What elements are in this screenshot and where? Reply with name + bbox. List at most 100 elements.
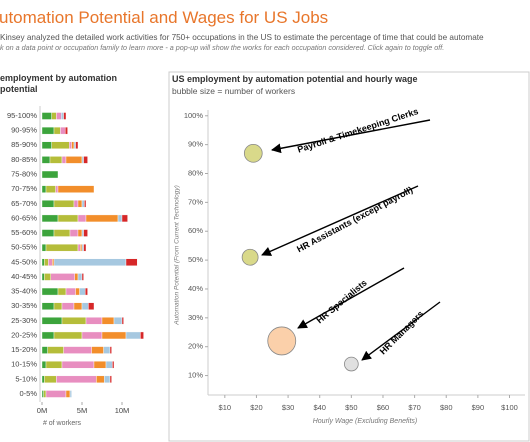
- bubble: [267, 326, 297, 356]
- bar-segment: [81, 200, 85, 208]
- bar-chart-title: employment by automation potential: [0, 73, 118, 94]
- y-tick-label: 10%: [188, 371, 203, 380]
- bar-segment: [41, 243, 47, 252]
- bar-segment: [63, 112, 67, 120]
- bar-segment: [57, 287, 67, 296]
- x-tick-label: $20: [250, 403, 263, 412]
- bar-segment: [109, 375, 112, 384]
- bar-segment: [55, 185, 59, 193]
- bubble-chart-subtitle: bubble size = number of workers: [172, 86, 296, 96]
- page-subtitle: Kinsey analyzed the detailed work activi…: [0, 33, 484, 42]
- bar-segment: [77, 273, 83, 281]
- bar-segment: [125, 331, 141, 340]
- y-tick-label: 90%: [188, 140, 203, 149]
- bar-segment: [48, 258, 53, 266]
- bar-segment: [81, 273, 84, 281]
- y-tick-label: 10-15%: [11, 360, 37, 369]
- bar-segment: [104, 375, 111, 384]
- y-tick-label: 40-45%: [11, 272, 37, 281]
- x-tick-label: $100: [501, 403, 518, 412]
- y-tick-label: 70%: [188, 197, 203, 206]
- bar-segment: [41, 229, 55, 237]
- annotation-label: HR Managers: [378, 309, 426, 357]
- bar-segment: [61, 302, 75, 310]
- y-tick-label: 55-60%: [11, 228, 37, 237]
- bubble: [344, 356, 359, 372]
- bar-segment: [45, 390, 67, 398]
- y-tick-label: 70-75%: [11, 184, 37, 193]
- x-axis-label: # of workers: [43, 420, 82, 427]
- bar-segment: [65, 390, 71, 398]
- bubble-chart-title: US employment by automation potential an…: [172, 74, 418, 84]
- bar-segment: [125, 258, 138, 266]
- y-tick-label: 65-70%: [11, 199, 37, 208]
- bar-segment: [75, 287, 80, 296]
- x-tick-label: $30: [282, 403, 295, 412]
- bar-segment: [51, 112, 57, 120]
- x-axis-label: Hourly Wage (Excluding Benefits): [313, 418, 418, 425]
- bar-segment: [41, 214, 59, 223]
- annotation-label: HR Specialists: [314, 278, 368, 326]
- bar-segment: [56, 375, 97, 384]
- instruction: k on a data point or occupation family t…: [0, 43, 445, 52]
- x-tick-label: $90: [472, 403, 485, 412]
- y-tick-label: 25-30%: [11, 316, 37, 325]
- y-tick-label: 15-20%: [11, 345, 37, 354]
- bar-segment: [49, 156, 63, 164]
- bar-segment: [41, 331, 55, 340]
- y-tick-label: 95-100%: [7, 111, 37, 120]
- bar-segment: [44, 273, 52, 281]
- y-tick-label: 30%: [188, 313, 203, 322]
- bar-segment: [60, 126, 66, 135]
- bar-segment: [121, 214, 128, 223]
- bar-segment: [50, 273, 75, 281]
- bar-segment: [85, 317, 103, 325]
- bar-segment: [83, 243, 87, 252]
- bar-segment: [65, 287, 76, 296]
- bar-segment: [84, 287, 88, 296]
- annotation-label: Payroll & Timekeeping Clerks: [296, 106, 419, 155]
- bar-segment: [77, 200, 83, 208]
- bar-segment: [41, 200, 55, 208]
- bar-segment: [77, 243, 81, 252]
- bar-segment: [75, 141, 79, 149]
- bar-segment: [93, 361, 107, 369]
- y-tick-label: 35-40%: [11, 287, 37, 296]
- bar-segment: [88, 302, 95, 310]
- page-title: utomation Potential and Wages for US Job…: [0, 8, 329, 27]
- bar-segment: [73, 141, 76, 149]
- bar-segment: [61, 156, 67, 164]
- bar-segment: [81, 331, 103, 340]
- bar-segment: [41, 112, 52, 120]
- bar-segment: [41, 390, 44, 398]
- bar-segment: [41, 346, 48, 354]
- bubble: [241, 248, 259, 266]
- bar-segment: [91, 346, 104, 354]
- bar-segment: [41, 126, 55, 135]
- bar-segment: [65, 156, 83, 164]
- bar-segment: [41, 361, 47, 369]
- y-tick-label: 45-50%: [11, 257, 37, 266]
- y-axis-label: Automation Potential (From Current Techn…: [174, 185, 181, 326]
- bar-segment: [117, 214, 123, 223]
- bar-segment: [41, 170, 59, 179]
- bar-segment: [73, 302, 83, 310]
- y-tick-label: 75-80%: [11, 170, 37, 179]
- bar-segment: [52, 258, 55, 266]
- bar-segment: [105, 361, 113, 369]
- bar-segment: [81, 229, 84, 237]
- y-tick-label: 60-65%: [11, 213, 37, 222]
- bar-segment: [47, 346, 64, 354]
- x-tick-label: $70: [408, 403, 421, 412]
- bar-segment: [41, 375, 45, 384]
- bar-segment: [113, 317, 123, 325]
- y-tick-label: 20-25%: [11, 330, 37, 339]
- y-tick-label: 85-90%: [11, 140, 37, 149]
- bar-segment: [53, 258, 127, 266]
- y-tick-label: 20%: [188, 342, 203, 351]
- x-tick-label: 10M: [115, 406, 130, 415]
- y-tick-label: 60%: [188, 226, 203, 235]
- bar-segment: [41, 287, 59, 296]
- bar-segment: [69, 229, 79, 237]
